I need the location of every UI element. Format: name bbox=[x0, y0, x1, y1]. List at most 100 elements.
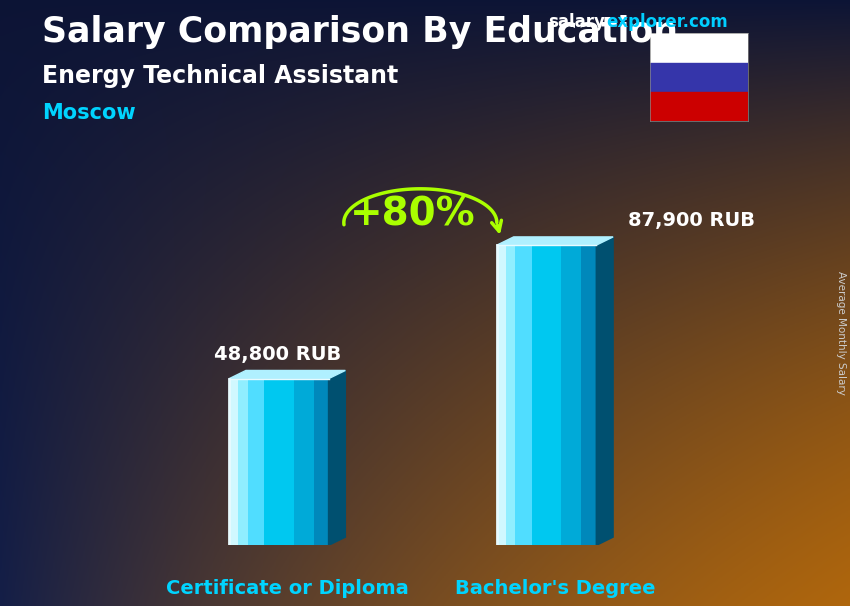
Bar bbox=[509, 245, 511, 545]
Bar bbox=[285, 379, 286, 545]
Bar bbox=[269, 379, 270, 545]
Bar bbox=[284, 379, 286, 545]
Bar bbox=[262, 379, 263, 545]
Bar bbox=[523, 245, 524, 545]
Bar bbox=[514, 245, 516, 545]
Text: 48,800 RUB: 48,800 RUB bbox=[214, 345, 341, 364]
Bar bbox=[263, 379, 264, 545]
Text: Average Monthly Salary: Average Monthly Salary bbox=[836, 271, 846, 395]
Bar bbox=[325, 379, 326, 545]
Bar bbox=[244, 379, 246, 545]
Text: 87,900 RUB: 87,900 RUB bbox=[628, 211, 756, 230]
Bar bbox=[250, 379, 252, 545]
Bar bbox=[587, 245, 589, 545]
Bar bbox=[282, 379, 284, 545]
Bar bbox=[536, 245, 538, 545]
Bar bbox=[594, 245, 595, 545]
Bar bbox=[498, 245, 500, 545]
Bar bbox=[301, 379, 303, 545]
Bar bbox=[322, 379, 324, 545]
Bar bbox=[246, 379, 248, 545]
Bar bbox=[513, 245, 514, 545]
Bar bbox=[560, 245, 562, 545]
Bar bbox=[238, 379, 240, 545]
Bar bbox=[271, 379, 273, 545]
Bar bbox=[582, 245, 584, 545]
Bar bbox=[522, 245, 524, 545]
Bar bbox=[650, 62, 748, 92]
Bar bbox=[266, 379, 268, 545]
Bar bbox=[568, 245, 570, 545]
Polygon shape bbox=[230, 370, 345, 379]
Bar bbox=[573, 245, 575, 545]
Bar bbox=[320, 379, 321, 545]
Bar bbox=[258, 379, 259, 545]
Bar bbox=[504, 245, 506, 545]
Bar bbox=[543, 245, 545, 545]
Bar bbox=[276, 379, 278, 545]
Bar bbox=[252, 379, 254, 545]
Text: Energy Technical Assistant: Energy Technical Assistant bbox=[42, 64, 399, 88]
Bar bbox=[515, 245, 517, 545]
Text: Salary Comparison By Education: Salary Comparison By Education bbox=[42, 15, 678, 49]
Bar bbox=[518, 245, 519, 545]
Bar bbox=[312, 379, 314, 545]
Bar bbox=[241, 379, 242, 545]
Bar bbox=[549, 245, 551, 545]
Bar bbox=[511, 245, 512, 545]
Bar bbox=[233, 379, 235, 545]
Bar bbox=[314, 379, 315, 545]
Bar bbox=[254, 379, 256, 545]
Bar bbox=[290, 379, 292, 545]
Bar bbox=[524, 245, 526, 545]
Text: salary: salary bbox=[548, 13, 605, 32]
Bar bbox=[319, 379, 320, 545]
Bar bbox=[541, 245, 543, 545]
Bar bbox=[303, 379, 304, 545]
Bar bbox=[550, 245, 552, 545]
Bar bbox=[309, 379, 310, 545]
Bar bbox=[534, 245, 536, 545]
Bar bbox=[564, 245, 565, 545]
Bar bbox=[260, 379, 262, 545]
Bar bbox=[538, 245, 540, 545]
Bar bbox=[525, 245, 527, 545]
Bar bbox=[589, 245, 591, 545]
Bar bbox=[576, 245, 578, 545]
Bar bbox=[592, 245, 594, 545]
Bar bbox=[558, 245, 559, 545]
Bar bbox=[590, 245, 592, 545]
Bar bbox=[270, 379, 272, 545]
Bar bbox=[292, 379, 293, 545]
Bar bbox=[502, 245, 503, 545]
Bar bbox=[296, 379, 297, 545]
Bar bbox=[311, 379, 313, 545]
Bar bbox=[317, 379, 319, 545]
Bar bbox=[508, 245, 510, 545]
Bar bbox=[544, 245, 546, 545]
Bar bbox=[243, 379, 244, 545]
Bar bbox=[566, 245, 568, 545]
Bar bbox=[300, 379, 302, 545]
Bar bbox=[249, 379, 251, 545]
Bar bbox=[557, 245, 558, 545]
Polygon shape bbox=[328, 370, 345, 545]
Bar bbox=[580, 245, 581, 545]
Bar bbox=[563, 245, 564, 545]
Bar bbox=[241, 379, 243, 545]
Bar bbox=[581, 245, 583, 545]
Bar bbox=[585, 245, 586, 545]
Bar bbox=[555, 245, 557, 545]
Bar bbox=[570, 245, 572, 545]
Bar bbox=[303, 379, 305, 545]
Bar bbox=[268, 379, 269, 545]
Bar bbox=[496, 245, 498, 545]
Bar bbox=[265, 379, 267, 545]
Bar bbox=[255, 379, 257, 545]
Bar bbox=[326, 379, 327, 545]
Bar bbox=[575, 245, 577, 545]
Bar bbox=[280, 379, 281, 545]
Bar bbox=[520, 245, 522, 545]
Bar bbox=[554, 245, 556, 545]
Bar bbox=[314, 379, 316, 545]
